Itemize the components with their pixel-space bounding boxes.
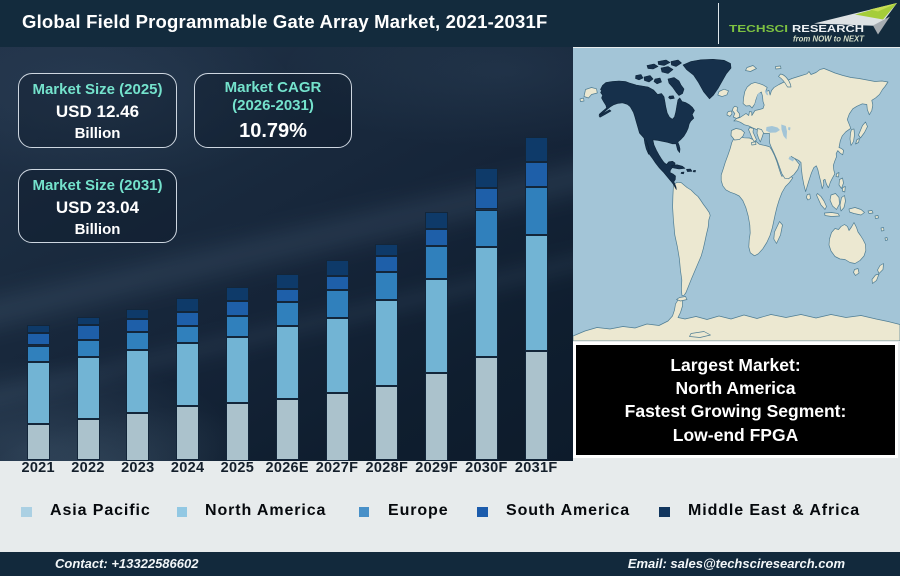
svg-text:from NOW to NEXT: from NOW to NEXT [793,34,865,44]
svg-text:TECHSCI: TECHSCI [729,24,788,35]
svg-text:RESEARCH: RESEARCH [792,24,864,35]
